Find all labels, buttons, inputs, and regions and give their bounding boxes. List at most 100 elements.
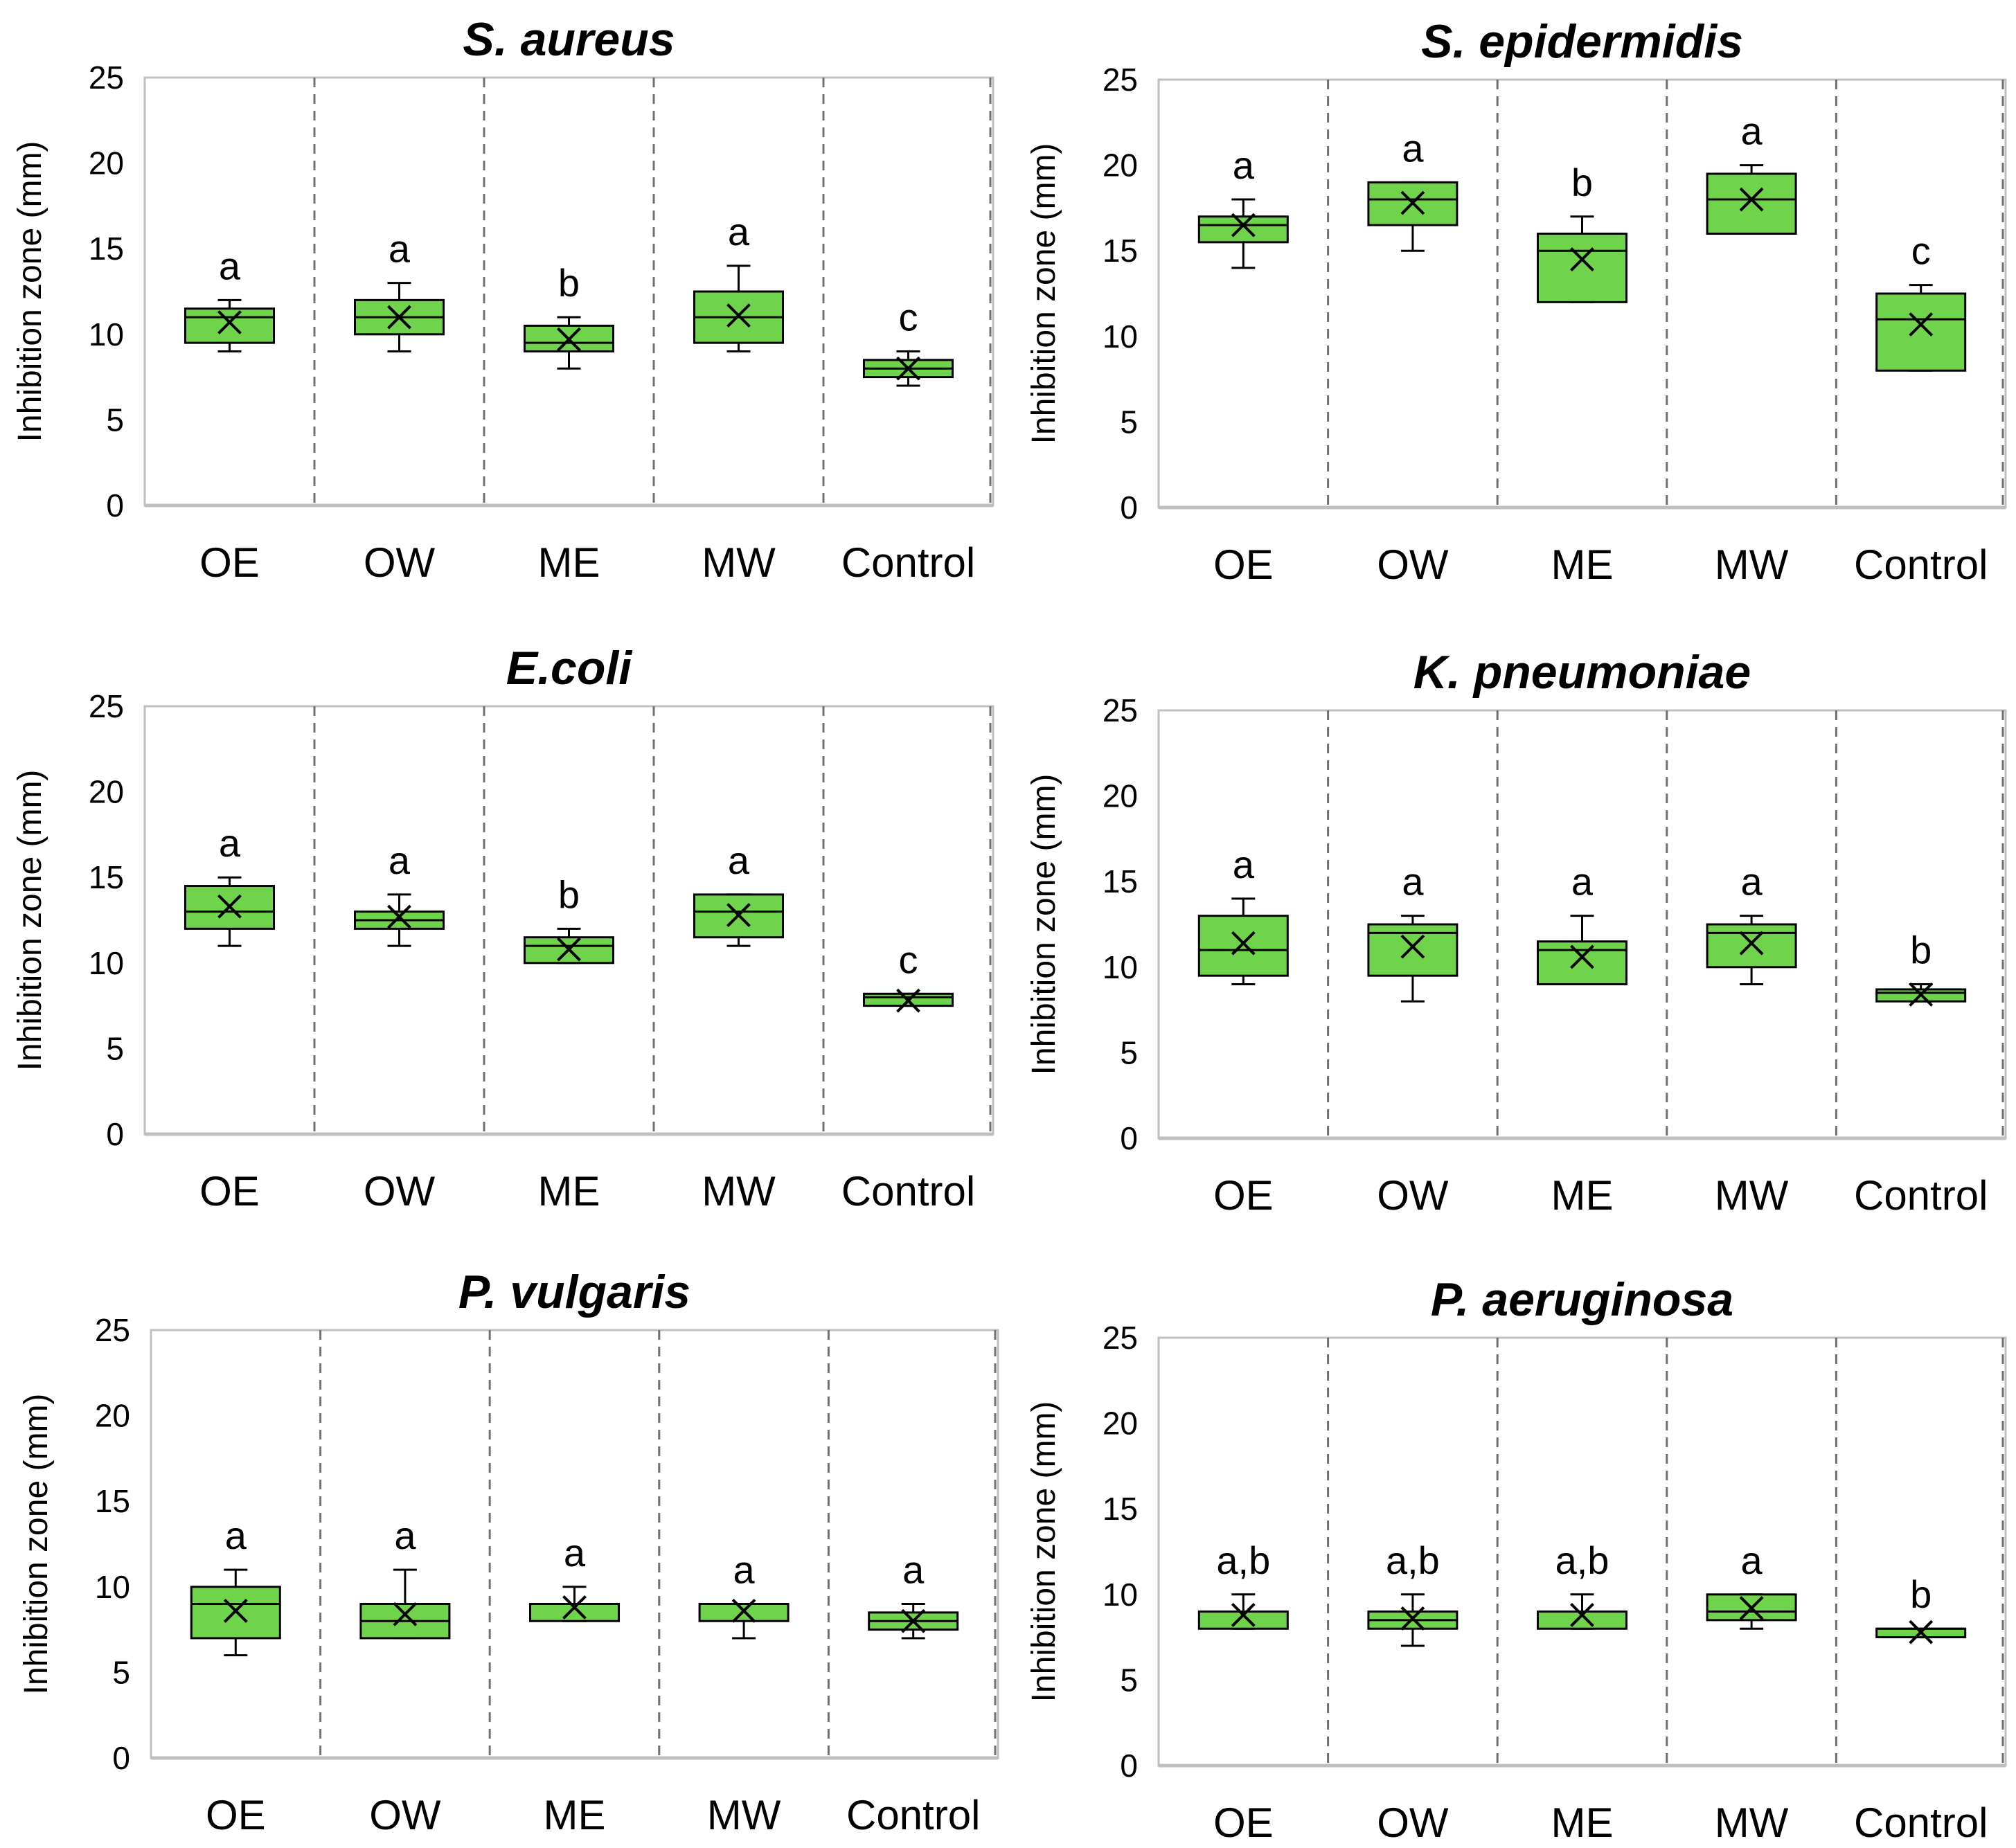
y-axis-label: Inhibition zone (mm) — [12, 141, 48, 442]
mean-marker — [217, 894, 242, 919]
iqr-box — [1875, 292, 1967, 372]
significance-letter: a — [219, 821, 241, 865]
box-me: b — [1537, 161, 1627, 303]
x-tick-label: OE — [199, 539, 260, 586]
box-mw: a — [1706, 109, 1797, 235]
chart-panel-4: K. pneumoniae 0 5 10 15 20 25 Inhibition zone (… — [1026, 646, 2007, 1219]
mean-marker — [1739, 931, 1764, 956]
significance-letter: b — [558, 872, 580, 916]
mean-marker — [896, 988, 920, 1013]
chart-panel-2: S. epidermidis 0 5 10 15 20 25 Inhibition zone … — [1026, 15, 2007, 588]
box-control: b — [1875, 1572, 1967, 1644]
significance-letter: a — [1233, 843, 1255, 886]
y-tick-label: 15 — [1103, 1491, 1138, 1527]
x-tick-label: Control — [1854, 1800, 1988, 1846]
mean-marker — [223, 1598, 248, 1623]
significance-letter: c — [899, 296, 918, 339]
y-tick-label: 15 — [89, 231, 124, 267]
y-axis-label: Inhibition zone (mm) — [12, 770, 48, 1071]
x-tick-label: ME — [1551, 541, 1614, 588]
box-mw: a — [693, 210, 784, 353]
mean-marker — [1909, 312, 1934, 337]
y-tick-label: 5 — [1120, 1662, 1138, 1698]
significance-letter: a — [1233, 143, 1255, 187]
mean-marker — [387, 904, 411, 929]
significance-letter: a — [728, 210, 750, 253]
mean-marker — [896, 356, 920, 381]
y-tick-label: 0 — [106, 487, 124, 523]
y-tick-label: 0 — [112, 1740, 130, 1776]
chart-title: P. aeruginosa — [1431, 1273, 1733, 1326]
x-tick-label: OW — [364, 539, 436, 586]
x-tick-label: OE — [206, 1792, 266, 1838]
box-oe: a — [1197, 843, 1289, 986]
y-tick-label: 25 — [1103, 62, 1138, 98]
box-oe: a — [184, 244, 275, 353]
y-tick-label: 25 — [89, 60, 124, 96]
y-tick-label: 20 — [1103, 147, 1138, 183]
y-tick-label: 5 — [106, 1030, 124, 1066]
significance-letter: b — [558, 261, 580, 305]
mean-marker — [1570, 1603, 1594, 1627]
x-tick-label: OW — [369, 1792, 441, 1838]
box-ow: a — [354, 227, 445, 353]
box-me: a — [1537, 860, 1627, 986]
box-me: a — [529, 1531, 620, 1622]
box-me: b — [524, 261, 614, 370]
box-control: c — [1875, 229, 1967, 372]
chart-title: S. epidermidis — [1421, 15, 1743, 68]
y-tick-label: 15 — [95, 1483, 130, 1519]
x-tick-label: ME — [538, 1168, 600, 1214]
x-tick-label: Control — [841, 1168, 975, 1214]
significance-letter: a — [733, 1548, 756, 1592]
chart-title: K. pneumoniae — [1413, 646, 1751, 699]
y-tick-label: 0 — [1120, 490, 1138, 526]
x-tick-label: OW — [364, 1168, 436, 1214]
mean-marker — [557, 937, 581, 962]
x-tick-label: MW — [1715, 1172, 1789, 1219]
mean-marker — [393, 1602, 418, 1626]
significance-letter: a — [389, 838, 411, 882]
significance-letter: c — [899, 938, 918, 981]
y-tick-label: 5 — [112, 1654, 130, 1690]
significance-letter: a — [902, 1548, 925, 1592]
y-tick-label: 10 — [89, 945, 124, 981]
mean-marker — [1231, 213, 1256, 237]
significance-letter: a — [394, 1514, 416, 1557]
y-tick-label: 5 — [1120, 404, 1138, 440]
y-tick-label: 20 — [89, 774, 124, 810]
box-ow: a — [354, 838, 445, 947]
box-ow: a — [359, 1514, 451, 1640]
iqr-box — [1706, 923, 1797, 969]
significance-letter: b — [1910, 1572, 1932, 1616]
x-tick-label: OE — [1213, 541, 1274, 588]
chart-panel-5: P. vulgaris 0 5 10 15 20 25 Inhibition zone (mm… — [18, 1266, 999, 1838]
y-axis-label: Inhibition zone (mm) — [1026, 143, 1062, 445]
y-tick-label: 0 — [1120, 1748, 1138, 1784]
x-tick-label: ME — [544, 1792, 606, 1838]
y-axis-label: Inhibition zone (mm) — [18, 1394, 55, 1695]
mean-marker — [731, 1598, 756, 1623]
x-tick-label: Control — [846, 1792, 980, 1838]
box-control: a — [868, 1548, 959, 1640]
y-axis-label: Inhibition zone (mm) — [1026, 1401, 1062, 1703]
y-tick-label: 0 — [106, 1116, 124, 1152]
significance-letter: a — [389, 227, 411, 271]
significance-letter: a,b — [1386, 1538, 1440, 1582]
significance-letter: b — [1910, 929, 1932, 972]
y-tick-label: 15 — [89, 859, 124, 895]
y-tick-label: 15 — [1103, 233, 1138, 269]
mean-marker — [901, 1608, 926, 1633]
significance-letter: a — [1402, 126, 1424, 170]
mean-marker — [557, 327, 581, 352]
x-tick-label: OE — [1213, 1172, 1274, 1219]
y-tick-label: 10 — [1103, 1577, 1138, 1613]
significance-letter: a,b — [1216, 1538, 1270, 1582]
mean-marker — [1739, 187, 1764, 212]
box-ow: a,b — [1367, 1538, 1459, 1647]
significance-letter: a — [1741, 109, 1763, 153]
box-me: b — [524, 872, 614, 965]
x-tick-label: Control — [841, 539, 975, 586]
box-control: c — [863, 938, 954, 1013]
box-oe: a — [184, 821, 275, 947]
